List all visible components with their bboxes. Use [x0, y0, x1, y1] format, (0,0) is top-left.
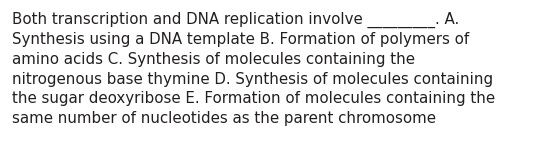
Text: Both transcription and DNA replication involve _________. A.
Synthesis using a D: Both transcription and DNA replication i… [12, 12, 496, 126]
